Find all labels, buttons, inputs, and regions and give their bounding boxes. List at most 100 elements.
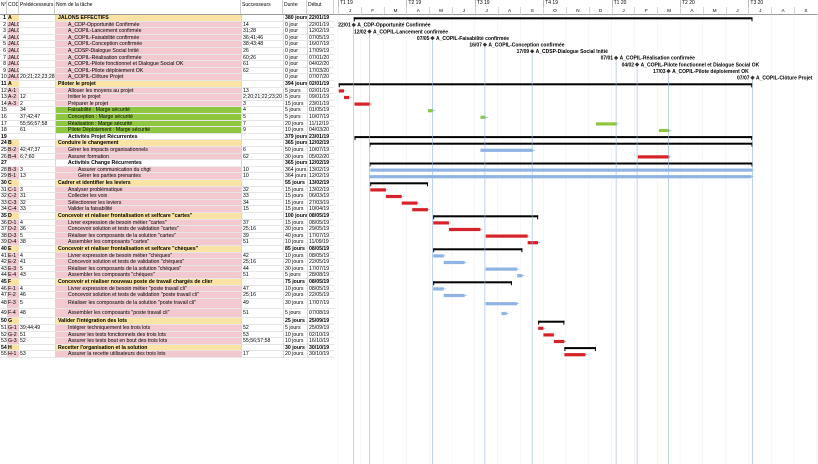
table-row[interactable]: 30 C Cadrer et identifier les leviers 55 jo…: [0, 180, 334, 187]
table-row[interactable]: 26 B-4 6;7;60 Assurer formation 62 30 jours 05…: [0, 153, 334, 161]
table-row[interactable]: 15 34 Faisabilité : Marge sécurité 4 5 jours…: [0, 107, 334, 114]
table-row[interactable]: 25 B-2 42;47;37 Gérer les impacts organisat…: [0, 147, 334, 154]
milestone-diamond: [634, 62, 640, 67]
col-header-predecessors[interactable]: Prédécesseurs: [19, 0, 55, 14]
row-code: F-2: [7, 292, 19, 299]
table-row[interactable]: 33 C-3 32 Sélectionner les leviers 34 15 jour…: [0, 199, 334, 207]
row-duration: 10 jours: [283, 331, 307, 339]
table-row[interactable]: 36 D-1 4 Livrer expression de besoin métier…: [0, 219, 334, 227]
table-row[interactable]: 19 Activités Projet Récurrentes 379 jours 2…: [0, 133, 334, 141]
row-duration: 0 jour: [283, 54, 307, 62]
row-duration: 5 jours: [283, 308, 307, 319]
summary-bar-cap: [564, 347, 566, 352]
table-row[interactable]: 14 A-3 2 Préparer le projet 3 15 jours 23/01/1…: [0, 100, 334, 108]
table-row[interactable]: 37 D-2 36 Concevoir solution et tests de va…: [0, 226, 334, 233]
table-row[interactable]: 51 G-1 39;44;49 Intégrer techniquement les …: [0, 325, 334, 332]
table-row[interactable]: 17 55;56;57;58 Réalisation : Marge sécurit…: [0, 120, 334, 128]
row-task-name: Assembler les composants "chèques": [55, 272, 241, 279]
row-predecessors: [19, 160, 55, 167]
row-duration: 5 jours: [283, 107, 307, 114]
table-row[interactable]: 7JAL0617 A_COPIL-Réalisation confirmée60;…: [0, 54, 334, 62]
milestone-date-label: 16/07: [469, 43, 482, 49]
table-row[interactable]: 55 H-1 53 Assurer la recette utilisateurs d…: [0, 351, 334, 358]
col-header-code[interactable]: CODE: [7, 0, 19, 14]
row-number: 19: [0, 133, 7, 141]
table-row[interactable]: 53 G-3 52 Assurer les tests bout en bout de…: [0, 338, 334, 345]
row-code: G-3: [7, 338, 19, 345]
table-row[interactable]: 12 A-1 Allouer les moyens au projet 13 5 jou…: [0, 87, 334, 95]
table-row[interactable]: 43 E-3 5 Réaliser les composants de la solu…: [0, 265, 334, 273]
table-row[interactable]: 39 D-4 38 Assembler les composants "cartes"…: [0, 239, 334, 246]
task-bar: [564, 353, 586, 357]
row-successors: 61: [241, 61, 283, 68]
table-row[interactable]: 38 D-3 5 Réaliser les composants de la solu…: [0, 232, 334, 240]
table-row[interactable]: 13 A-2 12 Initier le projet 2;20;21;22;23;20…: [0, 94, 334, 101]
col-header-successors[interactable]: Successeurs: [241, 0, 283, 14]
row-predecessors: [19, 28, 55, 35]
table-row[interactable]: 40 E Concevoir et réaliser frontalisation …: [0, 246, 334, 253]
row-code: F-4: [7, 308, 19, 319]
table-row[interactable]: 48 F-3 5 Réaliser les composants de la solu…: [0, 298, 334, 309]
row-number: 53: [0, 338, 7, 345]
row-task-name: Réaliser les composants de la solution "…: [55, 298, 241, 309]
table-row[interactable]: 34 C-4 33 Valider la faisabilité 15 15 jours 1…: [0, 206, 334, 213]
row-task-name: Valider la faisabilité: [55, 206, 241, 213]
table-row[interactable]: 16 37;42;47 Conception : Marge sécurité 5 5 …: [0, 114, 334, 121]
task-bar: [595, 122, 617, 126]
table-row[interactable]: 50 G Valider l'intégration des lots 25 jour…: [0, 318, 334, 325]
table-row[interactable]: 8JAL0760 A_COPIL-Pilote fonctionnel et Di…: [0, 61, 334, 68]
table-row[interactable]: 49 F-4 48 Assembler les composants "poste t…: [0, 308, 334, 319]
table-row[interactable]: 24 B Conduire le changement 365 jours 12/02/…: [0, 140, 334, 147]
table-row[interactable]: 29 B-1 13 Gérer les parties prenantes 10 364 …: [0, 173, 334, 180]
row-successors: [241, 74, 283, 81]
col-header-number[interactable]: N°: [0, 0, 7, 14]
table-row[interactable]: 28 B-3 3 Assurer communication du chgt 10 364…: [0, 166, 334, 174]
table-row[interactable]: 45 F Concevoir et réaliser nouveau poste d…: [0, 279, 334, 286]
row-task-name: Analyser problématique: [55, 186, 241, 194]
task-bar: [433, 254, 444, 258]
row-duration: 30 jours: [283, 265, 307, 273]
table-row[interactable]: 32 C-2 31 Collecter les voix 33 15 jours 06/03…: [0, 193, 334, 200]
table-row[interactable]: 27 Activités Change Récurrentes 365 jours 1…: [0, 160, 334, 167]
row-duration: 5 jours: [283, 94, 307, 101]
table-row[interactable]: 5JAL0416 A_COPIL-Conception confirmée38;4…: [0, 41, 334, 48]
table-row[interactable]: 54 H Recetter l'organisation et la solutio…: [0, 344, 334, 352]
table-row[interactable]: 52 G-2 51 Assurer les tests fonctionnels de…: [0, 331, 334, 339]
table-row[interactable]: 1 A JALONS EFFECTIFS 380 jours 22/01/19: [0, 15, 334, 22]
col-header-start[interactable]: Début: [307, 0, 334, 14]
table-row[interactable]: 42 E-2 41 Concevoir solution et tests de va…: [0, 259, 334, 266]
table-row[interactable]: 18 61 Pilote Déploiement : Marge sécurité 9…: [0, 127, 334, 134]
table-row[interactable]: 11 A Piloter le projet 394 jours 02/01/19: [0, 81, 334, 88]
row-number: 54: [0, 344, 7, 352]
table-row[interactable]: 35 D Concevoir et réaliser frontalisation …: [0, 213, 334, 220]
table-row[interactable]: 41 E-1 4 Livrer expression de besoin métier…: [0, 252, 334, 260]
row-task-name: Livrer expression de besoin métier "chèq…: [55, 252, 241, 260]
milestone-label: A_COPIL-Faisabilité confirmée: [436, 36, 509, 42]
table-row[interactable]: 9JAL0818 A_COPIL-Pilote déploiement OK620…: [0, 67, 334, 75]
row-code: A-1: [7, 87, 19, 95]
row-predecessors: [19, 61, 55, 68]
table-row[interactable]: 46 F-1 4 Livrer expression de besoin métier…: [0, 285, 334, 293]
table-row[interactable]: 3JAL0214 A_COPIL-Lancement confirmée31;28…: [0, 28, 334, 35]
table-row[interactable]: 6JAL0525 A_CDSP-Dialogue Social Initié260…: [0, 48, 334, 55]
row-predecessors: 46: [19, 292, 55, 299]
table-row[interactable]: 10JAL096420;21;22;23;28;21A_COPIL-Clôtur…: [0, 74, 334, 81]
summary-bar-cap: [538, 320, 540, 325]
row-number: 29: [0, 173, 7, 180]
table-row[interactable]: 31 C-1 3 Analyser problématique 32 15 jours 13…: [0, 186, 334, 194]
summary-bar-cap: [354, 136, 356, 141]
table-row[interactable]: 44 E-4 43 Assembler les composants "chèques…: [0, 272, 334, 279]
task-bar: [370, 168, 753, 172]
row-number: 33: [0, 199, 7, 207]
row-task-name: A_COPIL-Réalisation confirmée: [55, 54, 241, 62]
row-task-name: A_COPIL-Lancement confirmée: [55, 28, 241, 35]
col-header-duration[interactable]: Durée: [283, 0, 307, 14]
row-task-name: A_COPIL-Faisabilité confirmée: [55, 34, 241, 42]
row-task-name: Conduire le changement: [55, 140, 241, 147]
table-row[interactable]: 47 F-2 46 Concevoir solution et tests de va…: [0, 292, 334, 299]
col-header-task-name[interactable]: Nom de la tâche: [55, 0, 241, 14]
row-duration: 0 jour: [283, 41, 307, 48]
table-row[interactable]: 4JAL0315 A_COPIL-Faisabilité confirmée36;…: [0, 34, 334, 42]
row-start: 08/05/19: [307, 252, 334, 260]
